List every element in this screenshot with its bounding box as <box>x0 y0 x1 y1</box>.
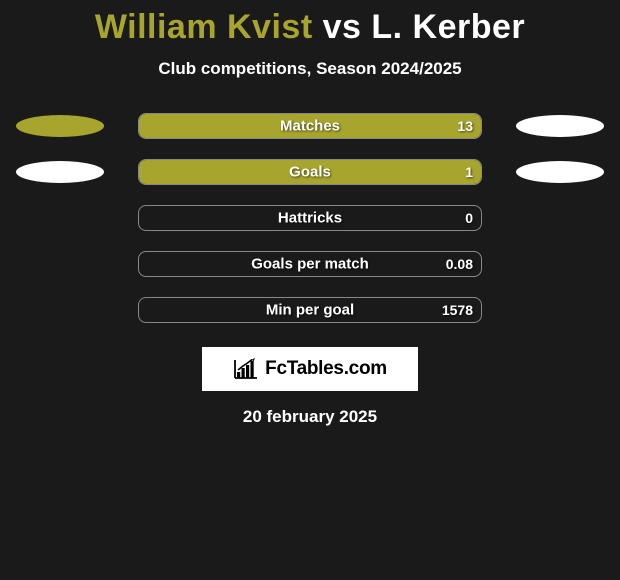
comparison-container: William Kvist vs L. Kerber Club competit… <box>0 0 620 427</box>
date: 20 february 2025 <box>0 407 620 427</box>
subtitle: Club competitions, Season 2024/2025 <box>0 59 620 79</box>
stat-value-right: 1 <box>465 164 473 180</box>
stat-label: Matches <box>280 118 340 135</box>
stat-row: Goals per match 0.08 <box>0 241 620 287</box>
ellipse-right <box>516 115 604 137</box>
ellipse-left <box>16 115 104 137</box>
title: William Kvist vs L. Kerber <box>0 8 620 47</box>
stat-row: Min per goal 1578 <box>0 287 620 333</box>
stat-label: Goals <box>289 164 331 181</box>
stat-value-right: 1578 <box>442 302 473 318</box>
logo-text: FcTables.com <box>265 358 387 380</box>
player1-name: William Kvist <box>95 8 313 46</box>
stat-label: Hattricks <box>278 210 342 227</box>
bar-track: Hattricks 0 <box>138 205 482 231</box>
stat-row: Matches 13 <box>0 103 620 149</box>
bar-track: Goals per match 0.08 <box>138 251 482 277</box>
stat-row: Goals 1 <box>0 149 620 195</box>
chart-area: Matches 13 Goals 1 Hattricks 0 Goals per match… <box>0 103 620 333</box>
ellipse-left <box>16 161 104 183</box>
ellipse-right <box>516 161 604 183</box>
stat-value-right: 0 <box>465 210 473 226</box>
bar-track: Matches 13 <box>138 113 482 139</box>
stat-label: Goals per match <box>251 256 369 273</box>
stat-value-right: 0.08 <box>446 256 473 272</box>
stat-row: Hattricks 0 <box>0 195 620 241</box>
vs-text: vs <box>323 8 362 46</box>
stat-label: Min per goal <box>266 302 354 319</box>
bar-track: Min per goal 1578 <box>138 297 482 323</box>
player2-name: L. Kerber <box>371 8 525 46</box>
logo-box[interactable]: FcTables.com <box>202 347 418 391</box>
stat-value-right: 13 <box>457 118 473 134</box>
bar-track: Goals 1 <box>138 159 482 185</box>
logo-chart-icon <box>233 358 259 380</box>
